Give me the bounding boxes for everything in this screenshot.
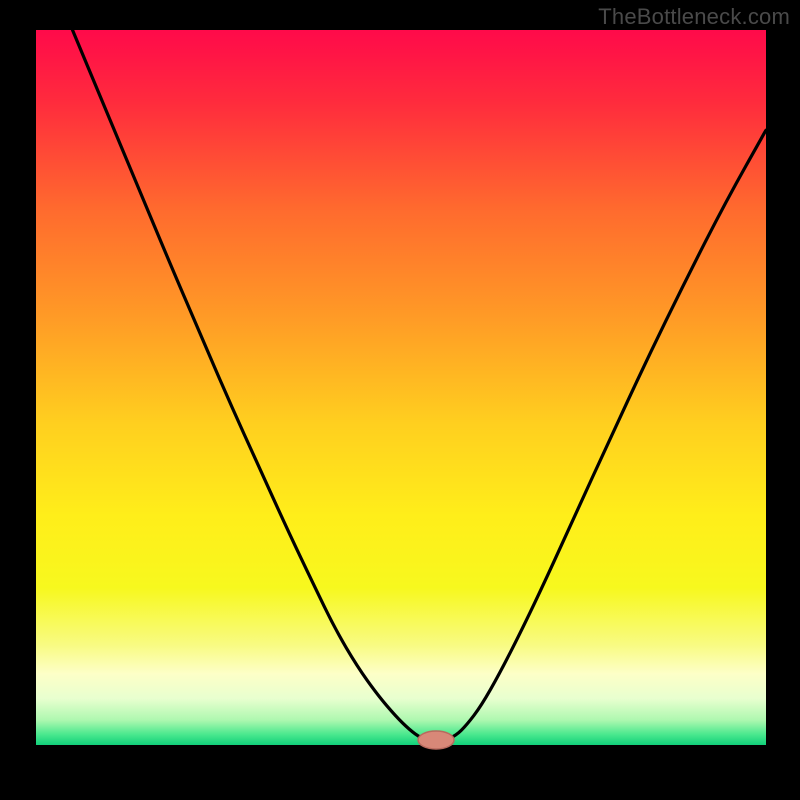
bottleneck-chart (0, 0, 800, 800)
gradient-background (36, 30, 766, 745)
minimum-marker (418, 731, 454, 749)
chart-stage: TheBottleneck.com (0, 0, 800, 800)
